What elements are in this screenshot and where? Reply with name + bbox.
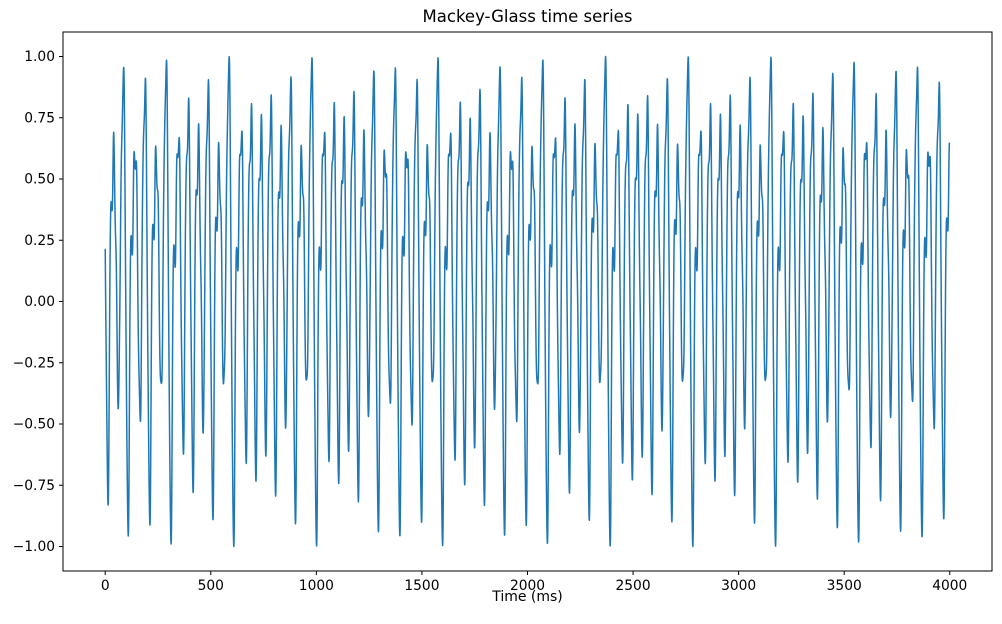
chart-title: Mackey-Glass time series [422,7,633,26]
x-tick-label: 3000 [721,578,756,594]
y-tick-label: 0.50 [24,172,55,188]
x-tick-label: 2000 [510,578,545,594]
y-tick-label: 0.25 [24,233,55,249]
x-axis-label: Time (ms) [492,589,563,605]
x-tick-label: 2500 [616,578,651,594]
x-tick-label: 4000 [932,578,967,594]
x-tick-label: 1500 [404,578,439,594]
x-tick-label: 0 [101,578,110,594]
series-line [104,55,951,548]
x-tick-label: 1000 [299,578,334,594]
y-tick-label: −0.50 [13,417,55,433]
y-tick-label: −1.00 [13,539,55,555]
y-tick-label: −0.25 [13,355,55,371]
y-tick-label: 1.00 [24,49,55,65]
x-tick-label: 3500 [827,578,862,594]
y-tick-label: 0.00 [24,294,55,310]
y-tick-label: −0.75 [13,478,55,494]
plot-frame [62,31,993,572]
x-tick-label: 500 [198,578,224,594]
y-tick-label: 0.75 [24,110,55,126]
